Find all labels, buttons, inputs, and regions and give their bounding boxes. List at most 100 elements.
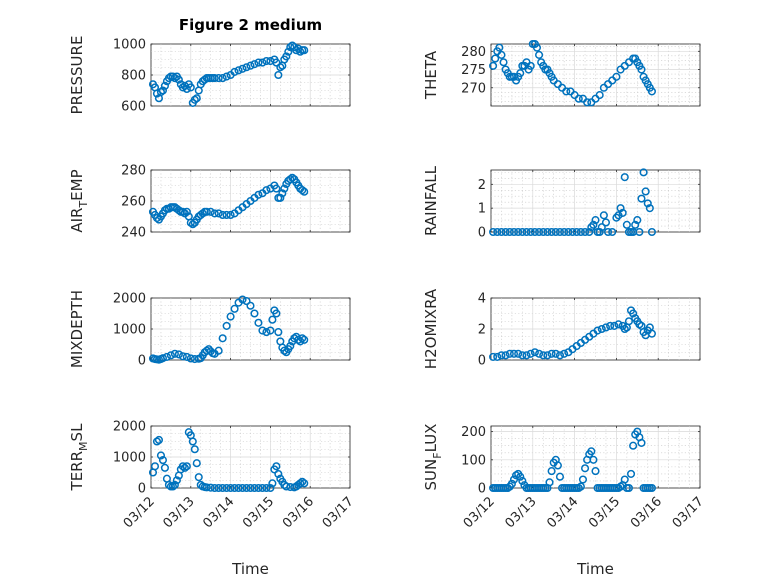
data-point	[501, 351, 510, 360]
data-point	[555, 472, 565, 481]
data-point	[545, 478, 554, 487]
data-point	[526, 227, 535, 237]
data-point	[152, 89, 162, 98]
data-point	[254, 190, 263, 199]
data-point	[614, 211, 623, 220]
data-point	[250, 309, 259, 318]
data-point	[555, 351, 565, 360]
data-point	[150, 462, 160, 471]
x-tick-label: 03/16	[628, 494, 665, 531]
data-point	[489, 227, 498, 237]
data-point	[250, 60, 259, 69]
subplot-1: 600 800 1000 PRESSURE Figure 2 medium	[68, 16, 351, 115]
data-point	[633, 216, 642, 225]
data-point	[578, 475, 588, 484]
data-point	[226, 312, 235, 321]
x-axis-label: Time	[576, 560, 614, 578]
data-point	[202, 483, 211, 492]
data-point	[186, 218, 195, 227]
data-point	[576, 482, 585, 491]
data-point	[226, 210, 235, 219]
data-point	[254, 318, 263, 327]
data-point	[505, 349, 514, 358]
data-point	[647, 227, 656, 237]
data-point	[182, 207, 191, 216]
data-point	[168, 72, 177, 81]
data-point	[284, 47, 293, 56]
data-point	[574, 94, 583, 103]
data-point	[272, 462, 281, 471]
data-point	[647, 483, 656, 493]
y-tick-label: 100	[461, 453, 486, 468]
data-point	[551, 349, 560, 358]
data-point	[288, 173, 297, 182]
data-point	[585, 227, 594, 237]
data-point	[298, 477, 307, 486]
data-point	[643, 199, 652, 208]
data-point	[268, 315, 277, 324]
data-point	[507, 479, 516, 488]
data-point	[522, 227, 531, 237]
data-point	[647, 87, 656, 96]
data-point	[158, 86, 167, 95]
data-point	[242, 483, 251, 493]
data-point	[595, 91, 604, 100]
data-point	[168, 482, 177, 491]
data-point	[489, 61, 498, 70]
x-tick-label: 03/16	[280, 494, 317, 531]
data-point	[593, 326, 602, 335]
x-tick-label: 03/12	[461, 494, 498, 531]
data-point	[258, 58, 267, 67]
data-point	[516, 472, 525, 481]
data-point	[214, 483, 223, 493]
y-tick-label: 0	[478, 354, 486, 369]
y-tick-label: 1000	[113, 323, 146, 338]
data-point	[172, 476, 181, 485]
subplot-5: 0 1000 2000 MIXDEPTH	[68, 290, 351, 369]
data-point	[501, 227, 510, 237]
data-point	[210, 74, 219, 83]
data-point	[610, 321, 619, 330]
data-point	[509, 475, 519, 484]
data-point	[280, 184, 289, 193]
y-tick-label: 1000	[113, 451, 146, 466]
data-point	[597, 223, 606, 232]
subplot-4: 0 1 2 RAINFALL	[422, 165, 701, 241]
x-tick-label: 03/17	[320, 494, 357, 531]
y-axis-label: RAINFALL	[422, 165, 440, 236]
data-point	[601, 218, 611, 227]
data-point	[272, 309, 281, 318]
data-point	[591, 216, 600, 225]
data-point	[647, 329, 656, 338]
data-point	[645, 204, 654, 213]
data-point	[174, 75, 183, 84]
data-point	[178, 83, 187, 92]
data-point	[262, 328, 271, 337]
y-tick-label: 600	[121, 100, 146, 115]
data-point	[230, 304, 239, 313]
data-point	[532, 43, 542, 52]
y-tick-label: 260	[121, 195, 146, 210]
data-point	[262, 483, 271, 493]
data-point	[198, 209, 207, 218]
data-point	[286, 175, 295, 184]
data-point	[547, 349, 556, 358]
data-point	[242, 63, 251, 72]
data-point	[626, 469, 636, 478]
data-point	[246, 483, 255, 493]
data-point	[158, 456, 167, 465]
data-point	[242, 297, 251, 306]
data-point	[218, 74, 227, 83]
data-point	[497, 227, 506, 237]
data-point	[234, 66, 243, 75]
x-tick-label: 03/14	[200, 494, 237, 531]
data-point	[522, 351, 531, 360]
data-point	[509, 227, 519, 237]
data-point	[178, 462, 187, 471]
data-point	[160, 206, 169, 215]
data-point	[190, 445, 199, 454]
data-point	[606, 321, 615, 330]
data-point	[595, 227, 604, 237]
data-point	[182, 462, 191, 471]
